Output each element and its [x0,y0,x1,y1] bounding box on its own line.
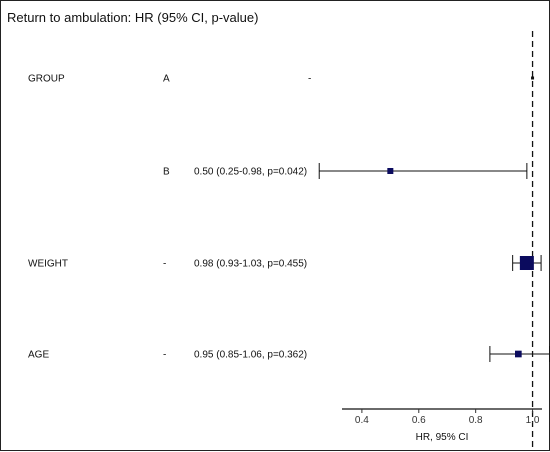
row-level-label: A [163,74,170,85]
reference-point [531,76,535,80]
row-level-label: - [163,259,166,270]
x-axis-ticks: 0.4 0.6 0.8 1.0 [355,409,540,426]
chart-title: Return to ambulation: HR (95% CI, p-valu… [7,10,258,25]
row-labels: GROUP A - B 0.50 (0.25-0.98, p=0.042) WEIGHT -… [28,74,311,361]
row-variable-label: GROUP [28,74,65,85]
hr-point-marker [515,350,522,358]
row-estimate-text: 0.95 (0.85-1.06, p=0.362) [194,350,307,361]
hr-point-marker [387,168,394,174]
x-tick-label: 0.4 [355,415,369,426]
row-estimate-text: 0.50 (0.25-0.98, p=0.042) [194,167,307,178]
row-level-label: - [163,350,166,361]
row-variable-label: WEIGHT [28,259,68,270]
row-estimate-text: - [308,74,311,85]
row-variable-label: AGE [28,350,49,361]
row-level-label: B [163,167,170,178]
x-tick-label: 0.8 [469,415,483,426]
x-tick-label: 0.6 [412,415,426,426]
plot-marks [318,76,550,362]
x-axis-label: HR, 95% CI [416,432,469,443]
x-tick-label: 1.0 [526,415,540,426]
row-estimate-text: 0.98 (0.93-1.03, p=0.455) [194,259,307,270]
hr-point-marker [519,256,534,270]
plot-area: 0.4 0.6 0.8 1.0 HR, 95% CI [318,31,550,447]
